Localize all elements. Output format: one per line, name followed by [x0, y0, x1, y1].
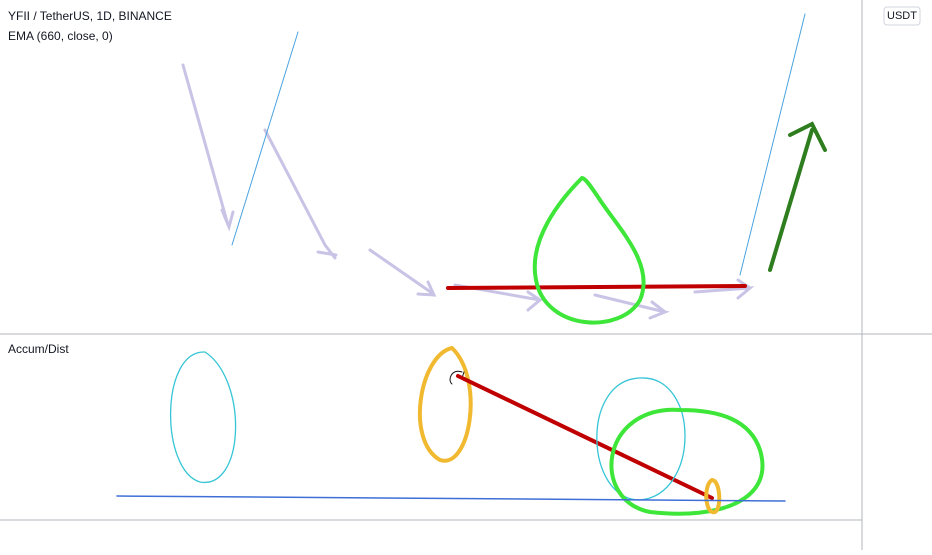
arrow — [181, 63, 235, 232]
trend-line — [231, 31, 299, 246]
trend-line — [456, 374, 714, 500]
trend-line — [739, 13, 806, 276]
annotations — [116, 13, 827, 516]
circle — [169, 351, 237, 483]
support-line — [446, 284, 747, 290]
arrow — [593, 293, 670, 320]
currency-button[interactable] — [883, 6, 921, 26]
chart-title: YFII / TetherUS, 1D, BINANCE — [8, 9, 172, 23]
circle — [704, 477, 722, 514]
arrow — [263, 128, 338, 260]
arrow — [368, 248, 437, 297]
arrow — [453, 283, 544, 312]
indicator-title: Accum/Dist — [8, 342, 69, 356]
arrow — [768, 121, 827, 272]
arrow — [693, 278, 755, 300]
currency-label: USDT — [887, 10, 917, 22]
circle — [532, 175, 646, 325]
circle — [417, 345, 473, 463]
circle — [596, 377, 686, 501]
trend-line — [116, 495, 786, 502]
indicator-label: EMA (660, close, 0) — [8, 29, 113, 43]
